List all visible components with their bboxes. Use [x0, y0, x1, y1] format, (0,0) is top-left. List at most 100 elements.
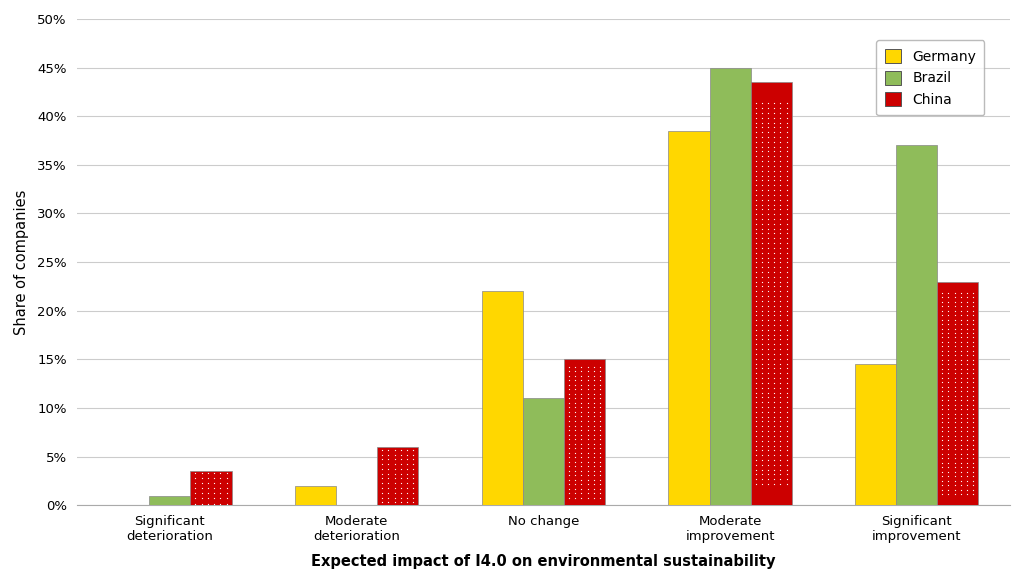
Point [934, 409, 950, 418]
Point [766, 349, 782, 359]
Point [406, 493, 422, 502]
Point [778, 311, 795, 320]
Point [754, 195, 770, 205]
Point [966, 373, 982, 382]
Point [772, 345, 788, 354]
Point [952, 364, 969, 374]
Point [966, 485, 982, 494]
Point [934, 445, 950, 454]
Point [218, 489, 234, 498]
Point [940, 364, 956, 374]
Point [940, 440, 956, 449]
Point [766, 306, 782, 315]
Point [760, 171, 776, 180]
Point [940, 431, 956, 441]
Point [959, 400, 976, 409]
Point [966, 467, 982, 476]
Point [748, 402, 764, 412]
Point [399, 493, 416, 502]
Point [560, 385, 577, 394]
Point [760, 393, 776, 402]
Point [748, 238, 764, 248]
Point [959, 324, 976, 333]
Point [567, 394, 584, 403]
Point [374, 464, 390, 473]
Point [772, 315, 788, 325]
Point [766, 248, 782, 257]
Point [374, 469, 390, 479]
Point [560, 452, 577, 462]
Point [754, 113, 770, 122]
Point [754, 122, 770, 132]
Point [560, 375, 577, 385]
Point [754, 349, 770, 359]
Point [959, 382, 976, 391]
Point [560, 462, 577, 471]
Point [766, 315, 782, 325]
Point [778, 460, 795, 469]
Point [966, 288, 982, 297]
Point [567, 403, 584, 412]
Point [952, 449, 969, 458]
Point [748, 132, 764, 142]
Point [940, 418, 956, 427]
Point [940, 445, 956, 454]
Point [766, 258, 782, 267]
Point [586, 434, 602, 444]
Point [560, 380, 577, 389]
Point [386, 498, 402, 507]
Point [766, 238, 782, 248]
Point [392, 483, 409, 493]
Point [760, 460, 776, 469]
Point [946, 360, 963, 369]
Point [959, 458, 976, 468]
Point [934, 378, 950, 387]
Point [586, 362, 602, 371]
Point [760, 282, 776, 291]
Point [766, 108, 782, 118]
Point [754, 253, 770, 262]
Point [778, 479, 795, 489]
Point [940, 342, 956, 351]
Point [748, 272, 764, 282]
Point [567, 385, 584, 394]
Point [754, 373, 770, 382]
Point [573, 398, 590, 408]
Point [946, 382, 963, 391]
Point [940, 315, 956, 324]
Point [766, 359, 782, 368]
Point [959, 315, 976, 324]
Point [560, 426, 577, 435]
Point [934, 480, 950, 490]
Point [760, 321, 776, 330]
Point [772, 108, 788, 118]
Point [218, 494, 234, 503]
Point [748, 287, 764, 296]
Point [766, 99, 782, 108]
Point [778, 224, 795, 233]
Point [772, 282, 788, 291]
Point [766, 195, 782, 205]
Point [934, 436, 950, 445]
Point [772, 200, 788, 209]
Point [754, 200, 770, 209]
Point [560, 439, 577, 448]
Point [934, 449, 950, 458]
Point [754, 475, 770, 484]
Point [586, 430, 602, 439]
Point [754, 248, 770, 257]
Point [567, 398, 584, 408]
Point [778, 364, 795, 373]
Point [772, 287, 788, 296]
Point [748, 345, 764, 354]
Point [778, 209, 795, 219]
Point [573, 380, 590, 389]
Point [766, 137, 782, 146]
Point [760, 330, 776, 339]
Point [748, 248, 764, 257]
Point [766, 325, 782, 335]
Point [592, 398, 608, 408]
Point [580, 457, 596, 466]
Point [772, 446, 788, 455]
Point [760, 229, 776, 238]
